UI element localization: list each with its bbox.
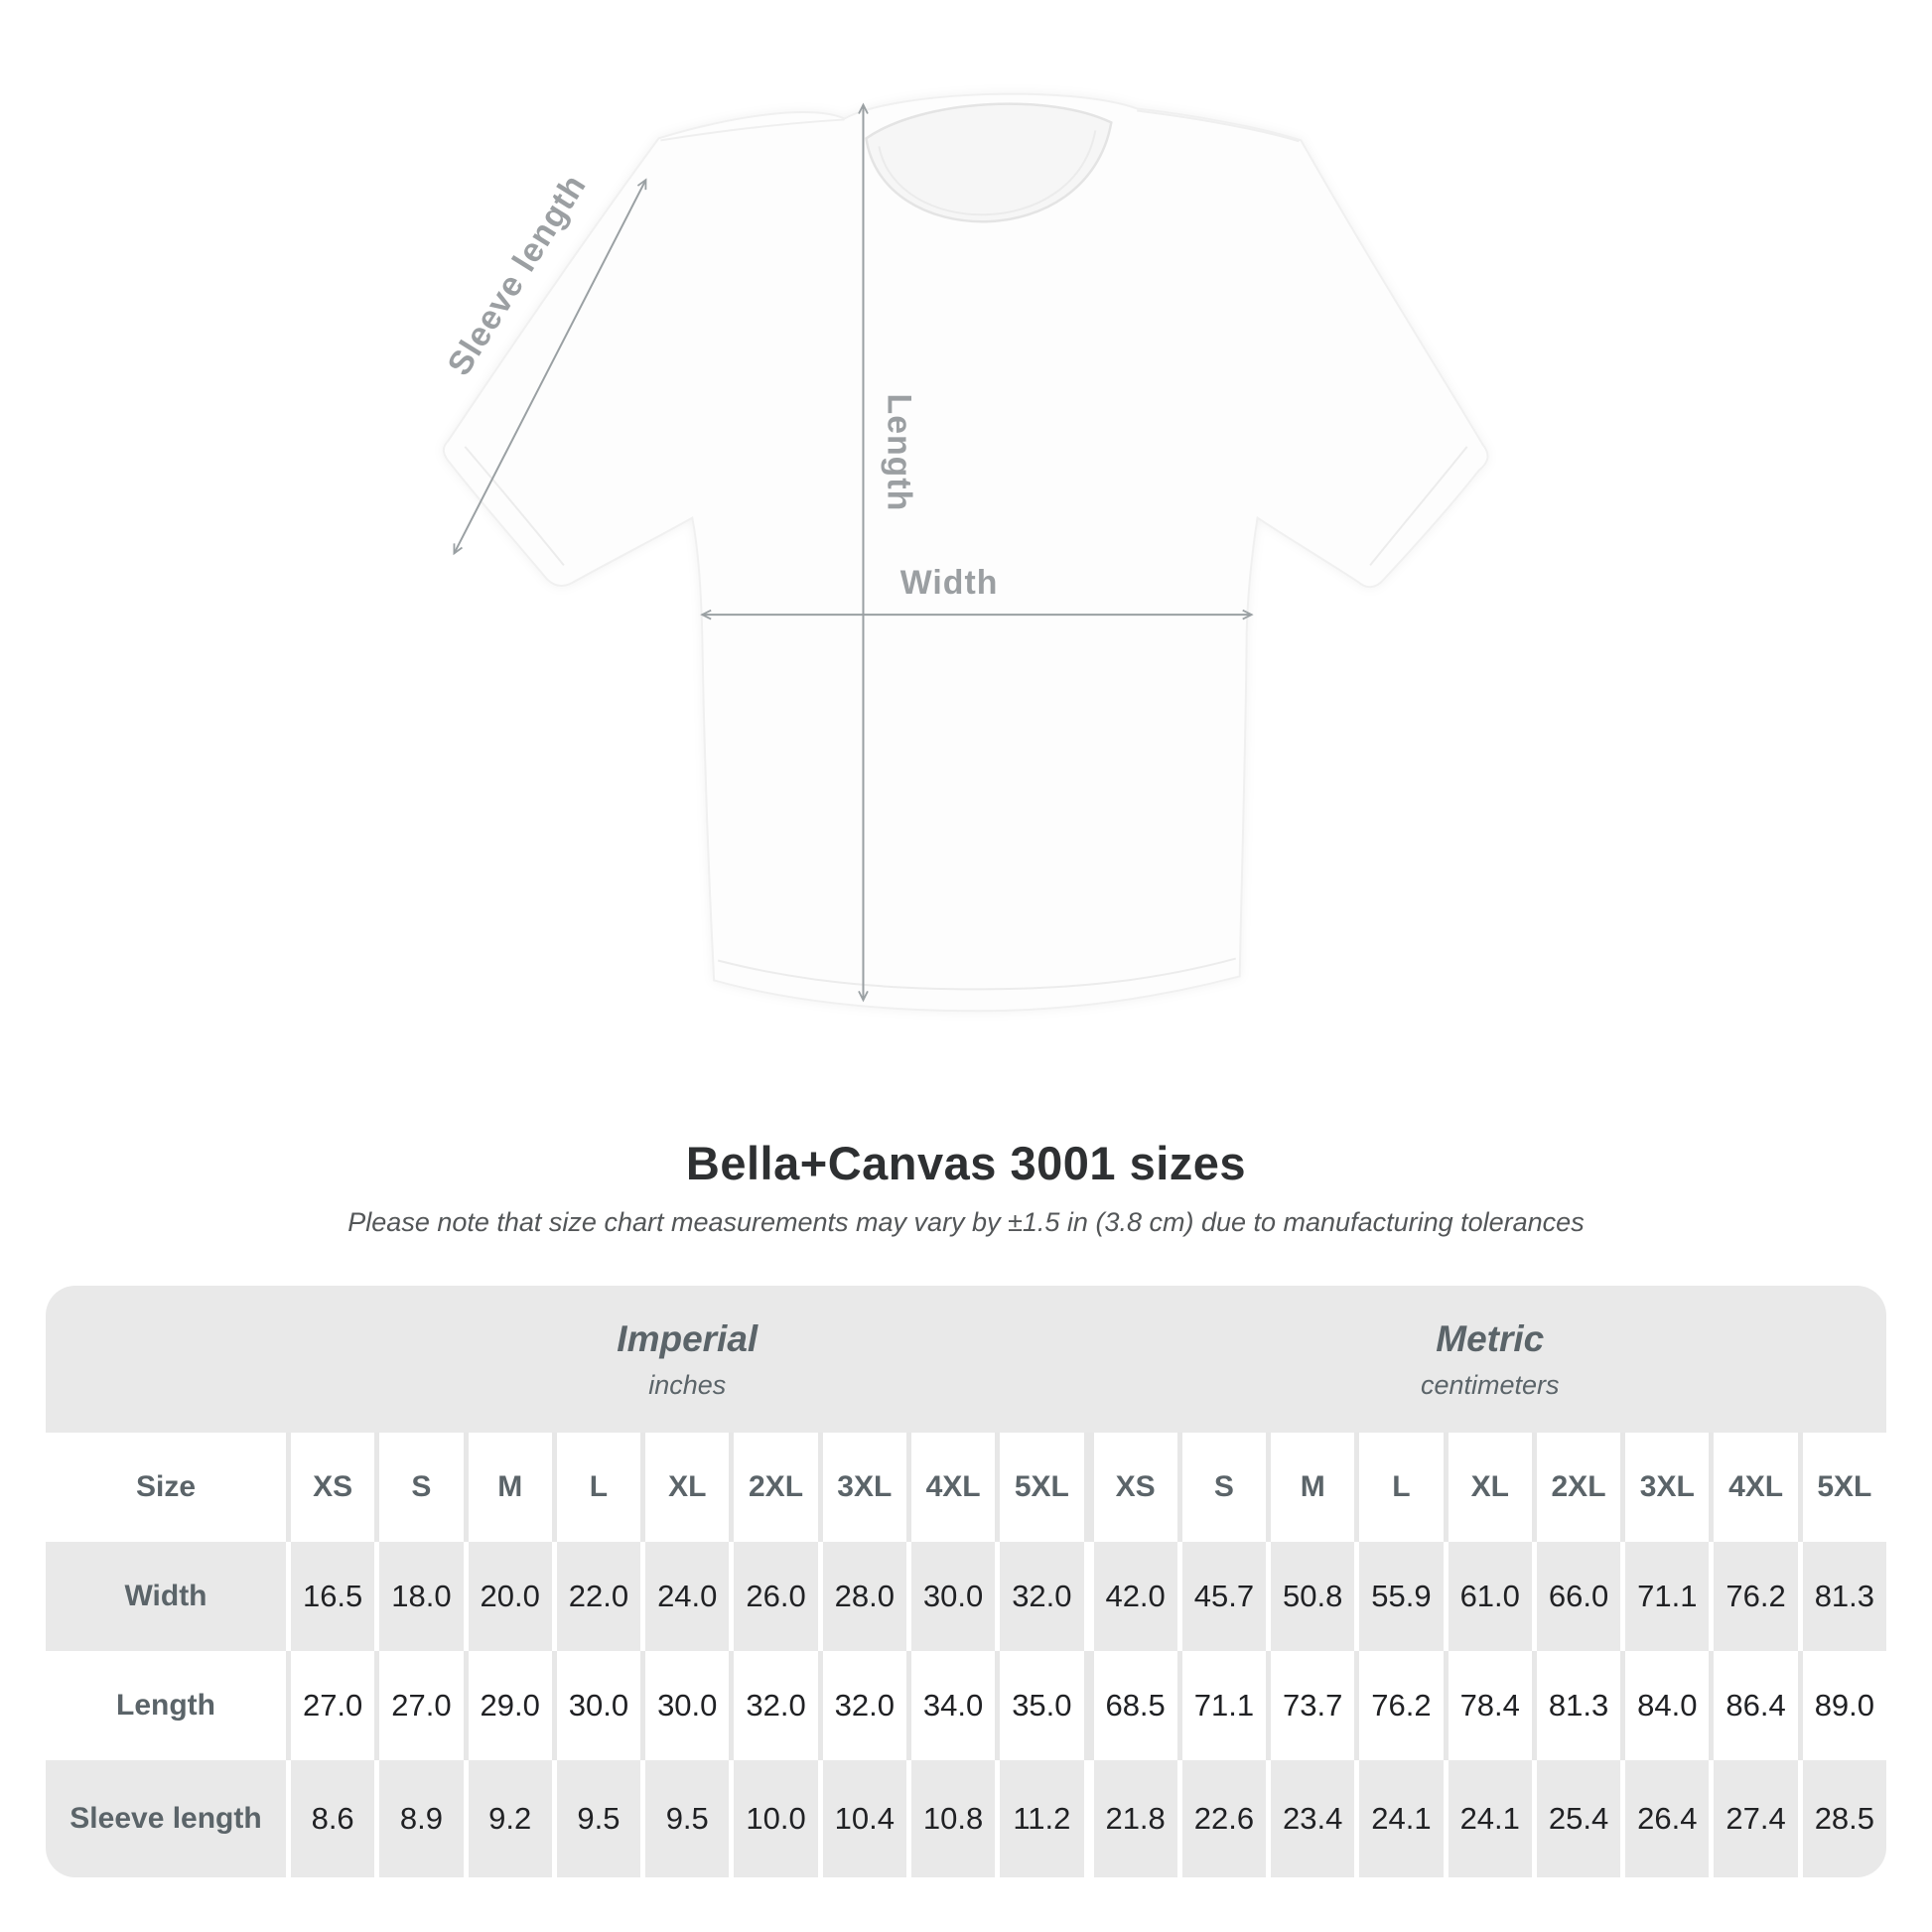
size-column-header: Size — [46, 1433, 286, 1542]
value-cell: 16.5 — [291, 1542, 375, 1651]
value-cell: 28.0 — [822, 1542, 906, 1651]
size-header: XS — [1093, 1433, 1177, 1542]
row-label: Sleeve length — [46, 1760, 286, 1877]
value-cell: 78.4 — [1448, 1651, 1532, 1760]
value-cell: 76.2 — [1359, 1651, 1444, 1760]
width-row: Width 16.5 18.0 20.0 22.0 24.0 26.0 28.0… — [46, 1542, 1886, 1651]
size-header: M — [468, 1433, 552, 1542]
imperial-unit: inches — [648, 1369, 727, 1400]
size-header: 2XL — [1536, 1433, 1621, 1542]
value-cell: 71.1 — [1625, 1542, 1710, 1651]
value-cell: 76.2 — [1714, 1542, 1798, 1651]
tshirt-diagram: Width Length Sleeve length — [440, 92, 1489, 1013]
value-cell: 61.0 — [1448, 1542, 1532, 1651]
width-label: Width — [900, 564, 999, 602]
value-cell: 50.8 — [1271, 1542, 1355, 1651]
value-cell: 21.8 — [1093, 1760, 1177, 1877]
value-cell: 9.2 — [468, 1760, 552, 1877]
row-label: Length — [46, 1651, 286, 1760]
unit-group-band: Imperial inches Metric centimeters — [46, 1286, 1886, 1433]
value-cell: 25.4 — [1536, 1760, 1621, 1877]
value-cell: 71.1 — [1181, 1651, 1267, 1760]
size-header: 2XL — [734, 1433, 818, 1542]
value-cell: 45.7 — [1181, 1542, 1267, 1651]
length-row: Length 27.0 27.0 29.0 30.0 30.0 32.0 32.… — [46, 1651, 1886, 1760]
value-cell: 32.0 — [1000, 1542, 1084, 1651]
value-cell: 8.6 — [291, 1760, 375, 1877]
value-cell: 73.7 — [1271, 1651, 1355, 1760]
value-cell: 32.0 — [734, 1651, 818, 1760]
value-cell: 24.1 — [1359, 1760, 1444, 1877]
value-cell: 24.1 — [1448, 1760, 1532, 1877]
value-cell: 20.0 — [468, 1542, 552, 1651]
value-cell: 86.4 — [1714, 1651, 1798, 1760]
value-cell: 32.0 — [822, 1651, 906, 1760]
size-header: L — [556, 1433, 641, 1542]
value-cell: 27.0 — [291, 1651, 375, 1760]
value-cell: 81.3 — [1802, 1542, 1886, 1651]
value-cell: 8.9 — [379, 1760, 464, 1877]
value-cell: 35.0 — [1000, 1651, 1084, 1760]
value-cell: 26.4 — [1625, 1760, 1710, 1877]
collar — [865, 102, 1113, 223]
value-cell: 11.2 — [1000, 1760, 1084, 1877]
unit-group-metric: Metric centimeters — [1094, 1286, 1887, 1433]
value-cell: 27.4 — [1714, 1760, 1798, 1877]
value-cell: 34.0 — [910, 1651, 996, 1760]
value-cell: 10.4 — [822, 1760, 906, 1877]
value-cell: 42.0 — [1093, 1542, 1177, 1651]
size-header: S — [1181, 1433, 1267, 1542]
value-cell: 55.9 — [1359, 1542, 1444, 1651]
value-cell: 30.0 — [910, 1542, 996, 1651]
value-cell: 66.0 — [1536, 1542, 1621, 1651]
row-label: Width — [46, 1542, 286, 1651]
value-cell: 10.8 — [910, 1760, 996, 1877]
size-header: XL — [1448, 1433, 1532, 1542]
value-cell: 27.0 — [379, 1651, 464, 1760]
value-cell: 89.0 — [1802, 1651, 1886, 1760]
size-header: M — [1271, 1433, 1355, 1542]
sleeve-length-row: Sleeve length 8.6 8.9 9.2 9.5 9.5 10.0 1… — [46, 1760, 1886, 1877]
length-label: Length — [880, 394, 917, 512]
value-cell: 26.0 — [734, 1542, 818, 1651]
size-header: XS — [291, 1433, 375, 1542]
value-cell: 23.4 — [1271, 1760, 1355, 1877]
page-title: Bella+Canvas 3001 sizes — [685, 1137, 1247, 1189]
value-cell: 22.0 — [556, 1542, 641, 1651]
value-cell: 29.0 — [468, 1651, 552, 1760]
value-cell: 18.0 — [379, 1542, 464, 1651]
value-cell: 9.5 — [556, 1760, 641, 1877]
value-cell: 30.0 — [645, 1651, 730, 1760]
value-cell: 24.0 — [645, 1542, 730, 1651]
imperial-title: Imperial — [617, 1317, 759, 1359]
page-subtitle: Please note that size chart measurements… — [347, 1207, 1585, 1237]
size-header: XL — [645, 1433, 730, 1542]
size-header: 3XL — [1625, 1433, 1710, 1542]
size-table: Imperial inches Metric centimeters Size … — [46, 1286, 1886, 1877]
size-header: S — [379, 1433, 464, 1542]
size-header: 5XL — [1802, 1433, 1886, 1542]
tshirt-silhouette — [442, 92, 1489, 1013]
value-cell: 81.3 — [1536, 1651, 1621, 1760]
size-header: 5XL — [1000, 1433, 1084, 1542]
metric-unit: centimeters — [1420, 1369, 1560, 1400]
size-header: 3XL — [822, 1433, 906, 1542]
value-cell: 22.6 — [1181, 1760, 1267, 1877]
tshirt-graphic: Width Length Sleeve length — [440, 92, 1489, 1013]
sleeve-length-arrow — [453, 178, 647, 556]
size-header: 4XL — [910, 1433, 996, 1542]
size-header: L — [1359, 1433, 1444, 1542]
value-cell: 9.5 — [645, 1760, 730, 1877]
value-cell: 68.5 — [1093, 1651, 1177, 1760]
metric-title: Metric — [1436, 1317, 1545, 1359]
value-cell: 84.0 — [1625, 1651, 1710, 1760]
value-cell: 10.0 — [734, 1760, 818, 1877]
value-cell: 30.0 — [556, 1651, 641, 1760]
size-header-row: Size XS S M L XL 2XL 3XL 4XL 5XL XS S M … — [46, 1433, 1886, 1542]
value-cell: 28.5 — [1802, 1760, 1886, 1877]
size-header: 4XL — [1714, 1433, 1798, 1542]
unit-group-imperial: Imperial inches — [46, 1286, 1084, 1433]
